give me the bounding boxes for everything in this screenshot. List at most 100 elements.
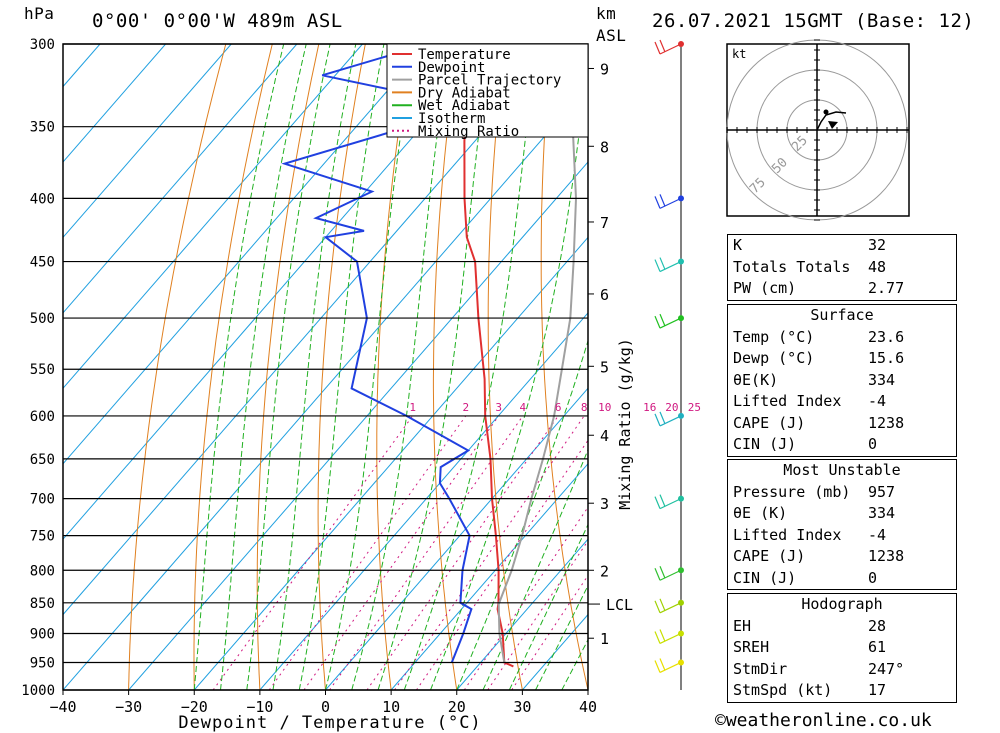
- x-tick-label: 20: [448, 698, 466, 716]
- pressure-tick-label: 950: [30, 655, 55, 671]
- pressure-tick-label: 450: [30, 255, 55, 271]
- storm-motion-marker: [828, 121, 838, 129]
- temp-row: Temp (°C) 23.6: [728, 327, 956, 349]
- x-tick-label: 40: [579, 698, 597, 716]
- wet-adiabat-line: [377, 44, 491, 690]
- wind-barb-flag: [659, 494, 666, 507]
- k-row: K 32: [728, 235, 956, 257]
- dewp-row: Dewp (°C) 15.6: [728, 348, 956, 370]
- x-tick-label: 0: [321, 698, 330, 716]
- mixing-ratio-line: [329, 415, 524, 690]
- pressure-tick-label: 1000: [21, 683, 55, 699]
- mixing-ratio-line: [268, 415, 467, 690]
- x-tick-label: −40: [49, 698, 76, 716]
- wind-barb-shaft: [659, 415, 682, 427]
- eh-value: 28: [868, 616, 887, 635]
- isotherm-line: [63, 44, 298, 314]
- isotherm-line: [325, 387, 588, 690]
- wind-barb-flag: [659, 411, 666, 425]
- hpa-label: hPa: [24, 4, 55, 23]
- wind-profile: [654, 39, 684, 690]
- mixing-ratio-line: [394, 415, 585, 690]
- mixing-ratio-label: 4: [520, 401, 527, 414]
- km-tick-label: 8: [600, 138, 609, 156]
- mixing-ratio-line: [366, 415, 559, 690]
- wind-barb-shaft: [659, 197, 682, 209]
- wet-adiabat-line: [298, 44, 385, 690]
- stmspd-label: StmSpd (kt): [733, 681, 833, 699]
- mixing-ratio-label: 6: [555, 401, 562, 414]
- mu-cape-label: CAPE (J): [733, 547, 806, 565]
- dry-adiabat-line: [540, 44, 588, 690]
- wet-adiabat-line: [535, 584, 588, 690]
- wet-adiabat-line: [508, 523, 588, 690]
- wind-barb-flag: [654, 41, 661, 55]
- km-tick-label: 9: [600, 60, 609, 78]
- mixing-ratio-label: 16: [643, 401, 656, 414]
- wind-barb-flag: [659, 598, 666, 612]
- legend-entry: Temperature: [418, 47, 511, 63]
- hodograph-trace: [816, 111, 847, 131]
- mixing-ratio-label: 10: [598, 401, 611, 414]
- mu-pressure-label: Pressure (mb): [733, 482, 851, 501]
- thetae-row: θE(K) 334: [728, 370, 956, 392]
- km-tick-label: 4: [600, 427, 609, 445]
- wet-adiabat-line: [325, 44, 416, 690]
- mu-pressure-value: 957: [868, 482, 896, 501]
- pressure-tick-label: 400: [30, 191, 55, 207]
- asl-label: ASL: [596, 26, 627, 45]
- legend-entry: Parcel Trajectory: [418, 73, 561, 89]
- wet-adiabat-line: [193, 44, 285, 690]
- li-value: -4: [868, 392, 887, 410]
- cape-label: CAPE (J): [733, 413, 806, 432]
- wind-barb-flag: [659, 629, 666, 642]
- indices-panel: K 32 Totals Totals 48 PW (cm) 2.77: [727, 234, 957, 301]
- wind-barb-flag: [659, 313, 666, 327]
- mu-li-row: Lifted Index -4: [728, 525, 956, 547]
- dewp-label: Dewp (°C): [733, 349, 815, 367]
- pw-row: PW (cm) 2.77: [728, 278, 956, 300]
- wind-barb-flag: [654, 660, 661, 673]
- copyright-link[interactable]: ©weatheronline.co.uk: [715, 710, 932, 731]
- mu-thetae-label: θE (K): [733, 504, 788, 522]
- location-title: 0°00' 0°00'W 489m ASL: [92, 10, 343, 32]
- pressure-tick-label: 900: [30, 626, 55, 642]
- isotherm-line: [63, 44, 429, 465]
- mu-cin-label: CIN (J): [733, 568, 797, 587]
- wind-barb-shaft: [659, 569, 682, 581]
- wind-barb-flag: [659, 658, 666, 671]
- most-unstable-title: Most Unstable: [783, 461, 901, 479]
- mu-li-label: Lifted Index: [733, 525, 842, 544]
- isotherm-line: [259, 312, 588, 690]
- surface-panel: Surface Temp (°C) 23.6 Dewp (°C) 15.6 θE(K…: [727, 304, 957, 457]
- wind-barb-flag: [659, 194, 666, 207]
- km-tick-label: 3: [600, 495, 609, 513]
- thetae-label: θE(K): [733, 370, 779, 389]
- tt-label: Totals Totals: [733, 257, 851, 276]
- wet-adiabat-line: [246, 44, 331, 690]
- x-axis-label: Dewpoint / Temperature (°C): [178, 713, 481, 733]
- pressure-tick-label: 650: [30, 452, 55, 468]
- li-row: Lifted Index -4: [728, 391, 956, 413]
- tt-value: 48: [868, 257, 887, 276]
- km-tick-label: 1: [600, 630, 609, 648]
- mixing-ratio-label: 2: [462, 401, 469, 414]
- stmdir-label: StmDir: [733, 659, 788, 678]
- dewpoint-line: [281, 44, 473, 663]
- k-label: K: [733, 236, 743, 254]
- dry-adiabat-line: [193, 44, 273, 690]
- mixing-ratio-line: [511, 574, 588, 690]
- pressure-tick-label: 800: [30, 563, 55, 579]
- pressure-tick-label: 750: [30, 529, 55, 545]
- isotherm-line: [63, 44, 167, 163]
- dry-adiabat-line: [487, 44, 523, 690]
- km-tick-label: 6: [600, 286, 609, 304]
- mixing-ratio-axis-label: Mixing Ratio (g/kg): [616, 338, 634, 510]
- wind-barb-shaft: [659, 43, 682, 55]
- km-label: km: [596, 4, 617, 23]
- surface-title: Surface: [810, 306, 874, 324]
- mu-cin-row: CIN (J) 0: [728, 568, 956, 590]
- mixing-ratio-line: [487, 539, 588, 690]
